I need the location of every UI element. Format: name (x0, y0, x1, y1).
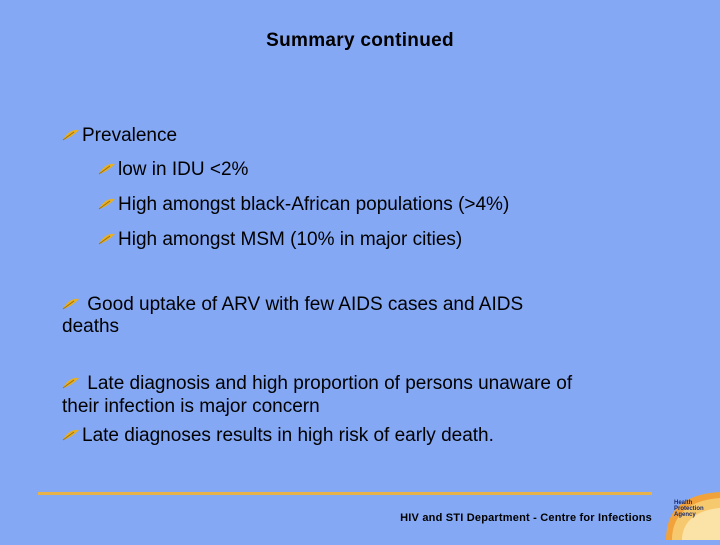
feather-bullet-icon (98, 232, 116, 246)
bullet-text: Late diagnosis and high proportion of pe… (82, 373, 573, 394)
footer-text: HIV and STI Department - Centre for Infe… (400, 512, 652, 524)
logo-line: Health (674, 500, 693, 506)
bullet-arv-continued: deaths (62, 316, 120, 337)
bullet-late-deaths: Late diagnoses results in high risk of e… (62, 425, 494, 447)
bullet-prevalence: Prevalence (62, 125, 177, 147)
hpa-logo-text: Health Protection Agency (674, 500, 714, 518)
bullet-late-diagnosis-continued: their infection is major concern (62, 396, 320, 417)
bullet-text: Prevalence (82, 125, 178, 146)
bullet-late-diagnosis: Late diagnosis and high proportion of pe… (62, 373, 572, 395)
logo-line: Protection (674, 506, 704, 512)
feather-bullet-icon (62, 428, 80, 442)
logo-line: Agency (674, 512, 696, 518)
bullet-text: Good uptake of ARV with few AIDS cases a… (82, 294, 524, 315)
bullet-text: High amongst black-African populations (… (118, 194, 510, 215)
bullet-text: low in IDU <2% (118, 159, 249, 180)
feather-bullet-icon (98, 197, 116, 211)
hpa-logo-icon (662, 488, 720, 540)
feather-bullet-icon (98, 162, 116, 176)
bullet-text: Late diagnoses results in high risk of e… (82, 425, 494, 446)
footer-divider (38, 492, 652, 495)
bullet-idu: low in IDU <2% (98, 159, 248, 181)
bullet-msm: High amongst MSM (10% in major cities) (98, 229, 462, 251)
feather-bullet-icon (62, 128, 80, 142)
slide-title: Summary continued (266, 30, 454, 51)
feather-bullet-icon (62, 376, 80, 390)
bullet-black-african: High amongst black-African populations (… (98, 194, 509, 216)
feather-bullet-icon (62, 297, 80, 311)
bullet-arv: Good uptake of ARV with few AIDS cases a… (62, 294, 523, 316)
bullet-text: High amongst MSM (10% in major cities) (118, 229, 463, 250)
